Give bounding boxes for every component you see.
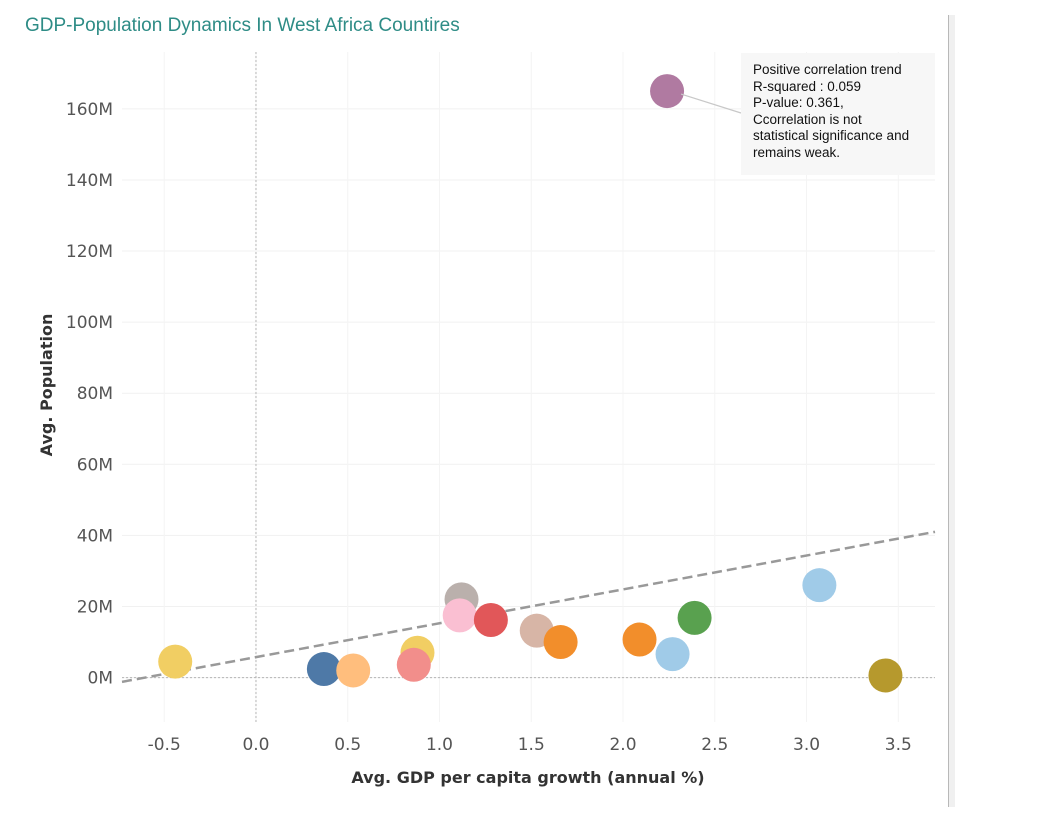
x-tick-label: 0.0 <box>242 735 269 755</box>
annotation-line: Positive correlation trend <box>753 62 902 77</box>
trend-line <box>121 530 936 684</box>
y-tick-label: 140M <box>66 171 113 191</box>
data-point <box>543 625 578 660</box>
data-point <box>677 600 712 635</box>
annotation-leader-line <box>680 93 742 114</box>
x-axis-ticks: -0.5 0.0 0.5 1.0 1.5 2.0 2.5 3.0 3.5 <box>148 735 912 755</box>
x-tick-label: 1.0 <box>426 735 453 755</box>
data-point <box>655 637 690 672</box>
data-point <box>868 658 903 693</box>
y-tick-label: 160M <box>66 100 113 120</box>
x-tick-label: 0.5 <box>334 735 361 755</box>
data-point <box>306 652 341 687</box>
view-edge-border <box>948 15 949 807</box>
grid <box>122 52 935 722</box>
y-tick-label: 40M <box>77 526 113 546</box>
annotation-line: R-squared : 0.059 <box>753 78 862 94</box>
data-point <box>802 568 837 603</box>
data-point <box>622 622 657 657</box>
y-tick-label: 60M <box>77 455 113 475</box>
x-tick-label: 2.5 <box>701 735 728 755</box>
annotation-line: remains weak. <box>753 144 841 160</box>
data-point <box>336 653 371 688</box>
data-points <box>158 74 903 693</box>
data-point <box>473 602 508 637</box>
annotation-line: P-value: 0.361, <box>753 95 844 110</box>
view-edge-shade <box>949 15 955 807</box>
x-tick-label: -0.5 <box>148 735 181 755</box>
x-axis-title: Avg. GDP per capita growth (annual %) <box>351 768 704 787</box>
trend-line-group <box>121 530 936 684</box>
x-tick-label: 3.5 <box>885 735 912 755</box>
annotation-line: Ccorrelation is not <box>753 111 862 127</box>
x-tick-label: 2.0 <box>609 735 636 755</box>
x-tick-label: 3.0 <box>793 735 820 755</box>
trend-annotation: Positive correlation trend R-squared : 0… <box>741 53 935 175</box>
y-tick-label: 80M <box>77 384 113 404</box>
chart-title: GDP-Population Dynamics In West Africa C… <box>25 15 460 36</box>
annotation-leader <box>680 93 742 114</box>
zero-reference-lines <box>122 52 935 722</box>
y-tick-label: 120M <box>66 242 113 262</box>
data-point <box>396 647 431 682</box>
data-point <box>442 598 477 633</box>
y-tick-label: 100M <box>66 313 113 333</box>
annotation-line: statistical significance and <box>753 128 910 143</box>
y-tick-label: 20M <box>77 597 113 617</box>
data-point <box>158 644 193 679</box>
data-point <box>650 74 685 109</box>
x-tick-label: 1.5 <box>518 735 545 755</box>
y-axis-ticks: 0M 20M 40M 60M 80M 100M 120M 140M 160M <box>66 100 113 689</box>
y-axis-title: Avg. Population <box>37 314 56 457</box>
y-tick-label: 0M <box>88 669 113 689</box>
